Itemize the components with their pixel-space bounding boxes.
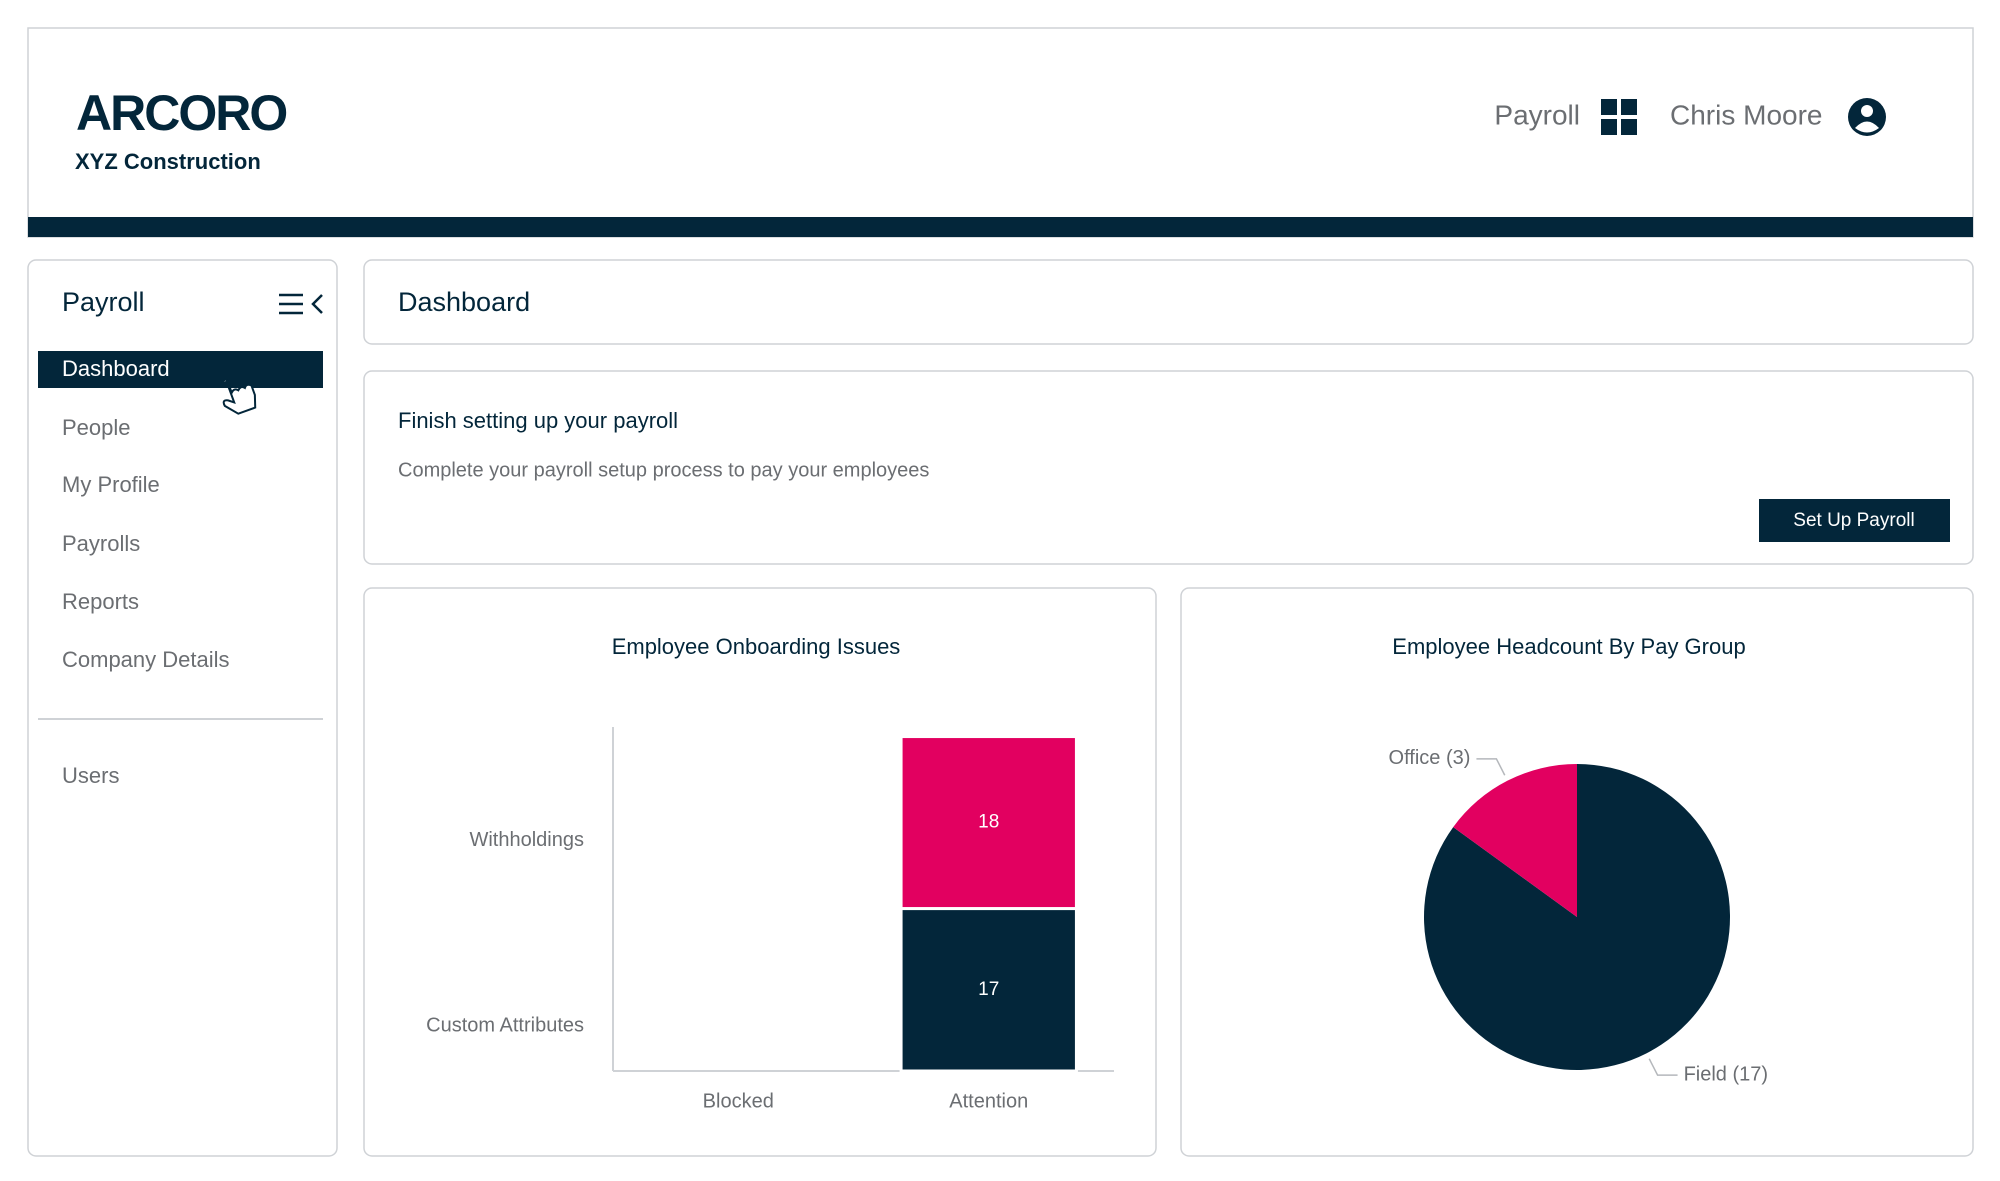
collapse-icon[interactable] [279, 293, 323, 315]
sidebar-title: Payroll [62, 287, 145, 317]
apps-icon[interactable] [1601, 99, 1637, 135]
page-title: Dashboard [398, 287, 530, 317]
nav-item[interactable]: Reports [62, 589, 139, 614]
user-name[interactable]: Chris Moore [1670, 99, 1822, 130]
nav-item[interactable]: Users [62, 763, 119, 788]
slice-label: Field (17) [1684, 1063, 1768, 1085]
setup-button-label[interactable]: Set Up Payroll [1793, 510, 1914, 531]
setup-description: Complete your payroll setup process to p… [398, 459, 929, 481]
nav-item[interactable]: Company Details [62, 647, 230, 672]
logo: ARCORO [76, 85, 286, 141]
value-label: 17 [978, 979, 999, 1000]
bar-segment [899, 735, 1078, 911]
cursor [220, 378, 257, 415]
nav-item[interactable]: My Profile [62, 472, 160, 497]
bar-segment [899, 907, 1078, 1073]
slice-label: Office (3) [1389, 747, 1471, 769]
nav-active [38, 351, 323, 388]
nav-item[interactable]: Dashboard [62, 356, 170, 381]
x-tick-label: Blocked [703, 1090, 774, 1112]
chart-title: Employee Onboarding Issues [612, 634, 901, 659]
setup-title: Finish setting up your payroll [398, 408, 678, 433]
leader-line [1476, 758, 1506, 776]
title-card [363, 259, 1974, 345]
setup-button[interactable] [1759, 499, 1950, 542]
value-label: 18 [978, 812, 999, 833]
pie-slice [1453, 764, 1577, 917]
company-name: XYZ Construction [75, 149, 261, 174]
nav-item[interactable]: Payrolls [62, 531, 140, 556]
sidebar [27, 259, 338, 1157]
app-name[interactable]: Payroll [1494, 99, 1580, 130]
nav-item[interactable]: People [62, 415, 131, 440]
chart-title: Employee Headcount By Pay Group [1392, 634, 1745, 659]
series-label: Withholdings [469, 829, 584, 851]
user-icon[interactable] [1848, 98, 1886, 136]
setup-card [363, 370, 1974, 565]
header [27, 27, 1974, 238]
x-tick-label: Attention [949, 1090, 1028, 1112]
series-label: Custom Attributes [426, 1015, 584, 1037]
header-bar [28, 217, 1973, 237]
leader-line [1648, 1058, 1678, 1076]
